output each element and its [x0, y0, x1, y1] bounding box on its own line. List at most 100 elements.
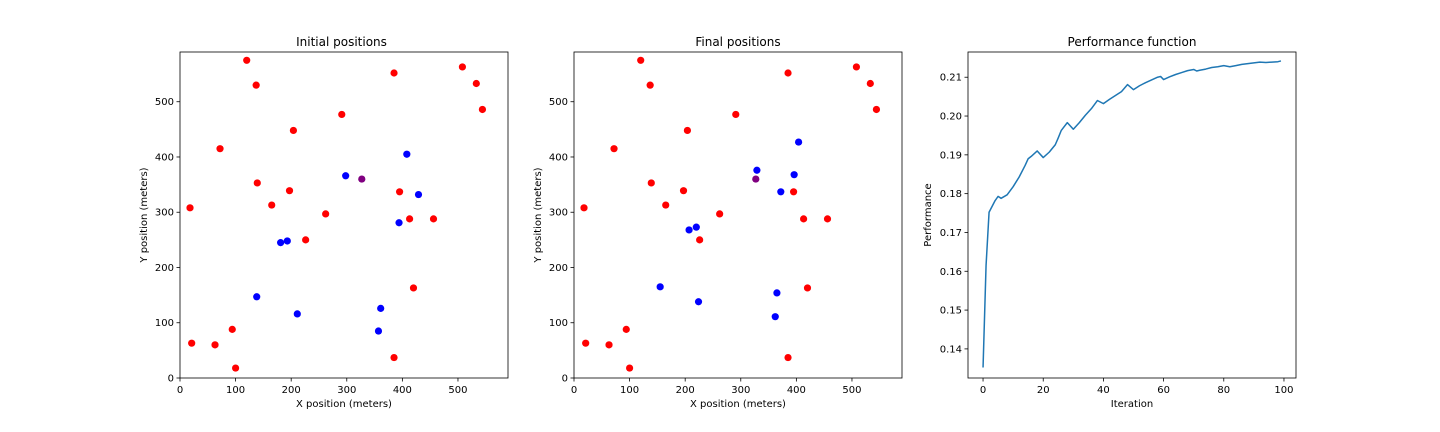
scatter-point-red	[696, 236, 704, 244]
scatter-point-red	[253, 179, 261, 187]
scatter-point-red	[803, 284, 812, 292]
scatter-point-red	[605, 341, 613, 349]
scatter-point-red	[800, 215, 808, 223]
scatter-point-red	[395, 188, 404, 196]
scatter-point-red	[188, 339, 196, 347]
scatter-point-blue	[342, 172, 350, 180]
scatter-point-red	[228, 325, 236, 333]
scatter-point-red	[637, 56, 645, 64]
scatter-point-red	[429, 215, 438, 223]
y-tick-label: 0	[168, 374, 174, 385]
x-axis-ticks: 0 100 200 300 400 500	[571, 378, 862, 396]
x-axis-label: X position (meters)	[296, 399, 392, 410]
scatter-point-red	[789, 188, 798, 196]
scatter-point-red	[285, 187, 294, 195]
x-tick-label: 0	[571, 385, 577, 396]
scatter-point-red	[211, 341, 219, 349]
scatter-point-blue	[773, 289, 781, 297]
y-axis-label: Y position (meters)	[533, 167, 544, 263]
scatter-point-red	[732, 110, 740, 119]
scatter-point-red	[472, 79, 480, 88]
scatter-point-blue	[656, 283, 664, 291]
x-tick-label: 100	[620, 385, 639, 396]
x-tick-label: 100	[1274, 385, 1293, 396]
scatter-point-red	[409, 284, 418, 292]
chart-initial-positions: Initial positions 0 100 200 300 400 500 0 100 2…	[139, 35, 509, 410]
scatter-point-red	[580, 204, 588, 212]
scatter-point-red	[823, 215, 832, 223]
chart-title: Performance function	[1068, 35, 1197, 49]
scatter-point-blue	[403, 150, 411, 158]
chart-title: Initial positions	[296, 35, 387, 49]
scatter-point-blue	[694, 298, 703, 306]
x-tick-label: 60	[1157, 385, 1170, 396]
scatter-point-red	[683, 126, 692, 135]
y-tick-label: 500	[155, 97, 174, 108]
scatter-point-purple	[358, 175, 366, 183]
y-tick-label: 0.21	[940, 73, 962, 84]
scatter-point-blue	[374, 327, 383, 335]
x-axis-ticks: 0 100 200 300 400 500	[177, 378, 468, 396]
x-tick-label: 400	[393, 385, 412, 396]
scatter-point-red	[478, 105, 487, 114]
scatter-point-red	[866, 79, 874, 88]
scatter-point-red	[872, 105, 881, 114]
scatter-point-red	[231, 364, 240, 372]
y-axis-label: Performance	[923, 183, 934, 246]
performance-line	[982, 60, 1282, 368]
scatter-point-red	[784, 69, 792, 77]
scatter-point-blue	[277, 239, 285, 247]
y-tick-label: 0.19	[940, 150, 962, 161]
scatter-point-blue	[771, 313, 779, 321]
scatter-point-red	[679, 187, 688, 195]
scatter-point-blue	[293, 310, 301, 318]
scatter-point-blue	[395, 219, 403, 227]
x-tick-label: 40	[1097, 385, 1110, 396]
plot-frame	[967, 51, 1297, 379]
scatter-point-red	[716, 210, 724, 218]
x-tick-label: 200	[282, 385, 301, 396]
y-tick-label: 400	[155, 152, 174, 163]
scatter-point-red	[625, 364, 634, 372]
scatter-point-red	[216, 145, 224, 153]
performance-series-line	[982, 60, 1282, 368]
x-tick-label: 500	[448, 385, 467, 396]
y-tick-label: 0.15	[940, 306, 962, 317]
scatter-point-red	[647, 179, 655, 187]
scatter-point-blue	[777, 188, 785, 196]
y-axis-ticks: 0 100 200 300 400 500	[549, 97, 574, 385]
scatter-point-red	[458, 63, 467, 71]
chart-title: Final positions	[695, 35, 780, 49]
y-tick-label: 200	[549, 263, 568, 274]
x-tick-label: 500	[842, 385, 861, 396]
scatter-point-red	[322, 210, 330, 218]
scatter-point-blue	[790, 171, 798, 179]
y-tick-label: 100	[549, 318, 568, 329]
y-tick-label: 0.18	[940, 189, 962, 200]
scatter-point-blue	[685, 226, 693, 234]
scatter-point-purple	[752, 175, 760, 183]
x-tick-label: 80	[1217, 385, 1230, 396]
x-tick-label: 300	[337, 385, 356, 396]
y-tick-label: 0.14	[940, 344, 962, 355]
y-tick-label: 500	[549, 97, 568, 108]
scatter-points	[580, 56, 881, 372]
scatter-point-blue	[753, 166, 761, 174]
y-tick-label: 200	[155, 263, 174, 274]
scatter-point-red	[252, 81, 260, 89]
x-tick-label: 20	[1037, 385, 1050, 396]
y-axis-ticks: 0 100 200 300 400 500	[155, 97, 180, 385]
scatter-point-red	[662, 201, 670, 209]
y-tick-label: 0.16	[940, 267, 962, 278]
scatter-point-red	[852, 63, 861, 71]
x-tick-label: 400	[787, 385, 806, 396]
y-tick-label: 0.17	[940, 228, 962, 239]
scatter-point-red	[582, 339, 590, 347]
scatter-point-red	[186, 204, 194, 212]
y-axis-label: Y position (meters)	[139, 167, 150, 263]
x-tick-label: 0	[980, 385, 986, 396]
x-axis-ticks: 0 20 40 60 80 100	[980, 378, 1294, 396]
scatter-point-blue	[253, 293, 261, 301]
x-tick-label: 200	[676, 385, 695, 396]
scatter-points	[186, 56, 487, 372]
